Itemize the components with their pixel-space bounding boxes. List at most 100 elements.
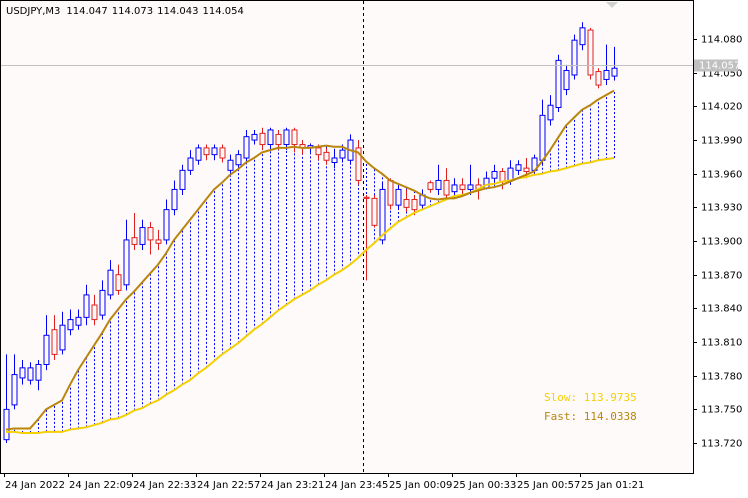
candle-body — [131, 237, 138, 245]
header-close: 114.054 — [202, 6, 243, 17]
candle-body — [203, 147, 210, 156]
candle-body — [315, 147, 322, 156]
candle-body — [211, 147, 218, 156]
x-tick-label: 25 Jan 00:33 — [453, 480, 516, 491]
candle-body — [83, 294, 90, 318]
candle-body — [435, 179, 442, 190]
candle-body — [403, 199, 410, 208]
candle-body — [547, 104, 554, 121]
candle-body — [355, 147, 362, 181]
candle-body — [75, 316, 82, 326]
candle-body — [171, 188, 178, 211]
y-tick-label: 113.780 — [701, 372, 742, 383]
candle-body — [571, 39, 578, 76]
y-tick-label: 114.080 — [701, 35, 742, 46]
header-open: 114.047 — [66, 6, 107, 17]
price-label-box — [694, 59, 738, 72]
candle-body — [43, 334, 50, 365]
x-tick-label: 24 Jan 22:33 — [133, 480, 196, 491]
candle-body — [291, 129, 298, 146]
candle-body — [67, 319, 74, 331]
candle-body — [411, 199, 418, 211]
x-tick-label: 24 Jan 22:09 — [69, 480, 132, 491]
candle-body — [603, 69, 610, 80]
candle-body — [195, 147, 202, 161]
candle-body — [59, 324, 66, 351]
moving-average — [5, 89, 615, 431]
legend-entry: Fast: 114.0338 — [544, 410, 637, 423]
candle-body — [579, 27, 586, 46]
symbol: USDJPY,M3 — [6, 6, 60, 17]
candle-body — [11, 374, 18, 406]
shift-marker — [606, 2, 618, 8]
candle-body — [115, 274, 122, 291]
y-tick-label: 113.870 — [701, 271, 742, 282]
candle-body — [147, 227, 154, 241]
candle-body — [219, 147, 226, 159]
candle-body — [243, 136, 250, 159]
y-tick-label: 113.900 — [701, 237, 742, 248]
y-tick-label: 113.840 — [701, 304, 742, 315]
candle-body — [283, 129, 290, 146]
plot-area — [0, 0, 694, 474]
y-tick-label: 113.930 — [701, 203, 742, 214]
candle-body — [179, 169, 186, 190]
legend-entry: Slow: 113.9735 — [544, 391, 637, 404]
candle-body — [275, 133, 282, 146]
candle-body — [363, 196, 370, 199]
header: USDJPY,M3 114.047 114.073 114.043 114.054 — [6, 6, 244, 17]
y-tick-label: 113.990 — [701, 136, 742, 147]
candle-body — [227, 159, 234, 171]
candle-body — [499, 170, 506, 183]
candle-body — [451, 184, 458, 193]
header-low: 114.043 — [157, 6, 198, 17]
y-tick-label: 113.810 — [701, 338, 742, 349]
candle-body — [99, 289, 106, 316]
candle-body — [107, 269, 114, 296]
price-label: 114.057 — [699, 61, 740, 72]
candle-body — [139, 227, 146, 245]
candle-body — [3, 408, 10, 441]
candle-body — [371, 197, 378, 226]
y-tick-label: 113.720 — [701, 439, 742, 450]
candle-body — [251, 133, 258, 141]
candle-body — [395, 188, 402, 206]
candle-body — [235, 154, 242, 166]
candle-body — [611, 67, 618, 77]
candle-body — [27, 367, 34, 381]
x-tick-label: 25 Jan 00:57 — [517, 480, 580, 491]
candle-body — [267, 129, 274, 146]
candle-body — [427, 182, 434, 190]
candle-body — [19, 367, 26, 379]
candle-body — [331, 157, 338, 163]
candle-body — [379, 188, 386, 241]
candle-body — [339, 149, 346, 159]
candle-body — [323, 151, 330, 161]
candle-body — [515, 164, 522, 171]
candle-body — [587, 29, 594, 76]
y-tick-label: 114.050 — [701, 69, 742, 80]
candle-body — [467, 184, 474, 190]
candle-body — [507, 167, 514, 181]
candle-body — [491, 170, 498, 179]
header-high: 114.073 — [112, 6, 153, 17]
x-tick-label: 24 Jan 22:57 — [197, 480, 260, 491]
candle-body — [91, 304, 98, 321]
candle-body — [155, 239, 162, 244]
candle-body — [259, 132, 266, 146]
candle-body — [539, 114, 546, 161]
candle-body — [387, 179, 394, 206]
candle-body — [523, 167, 530, 172]
candle-body — [483, 177, 490, 189]
x-tick-label: 24 Jan 2022 — [5, 480, 65, 491]
candle-body — [123, 239, 130, 286]
candle-body — [51, 329, 58, 355]
candle-body — [595, 71, 602, 86]
candle-body — [187, 157, 194, 171]
x-tick-label: 25 Jan 00:09 — [389, 480, 452, 491]
x-tick-label: 25 Jan 01:21 — [581, 480, 644, 491]
candle-body — [443, 179, 450, 196]
y-tick-label: 114.020 — [701, 102, 742, 113]
candle-body — [555, 59, 562, 109]
